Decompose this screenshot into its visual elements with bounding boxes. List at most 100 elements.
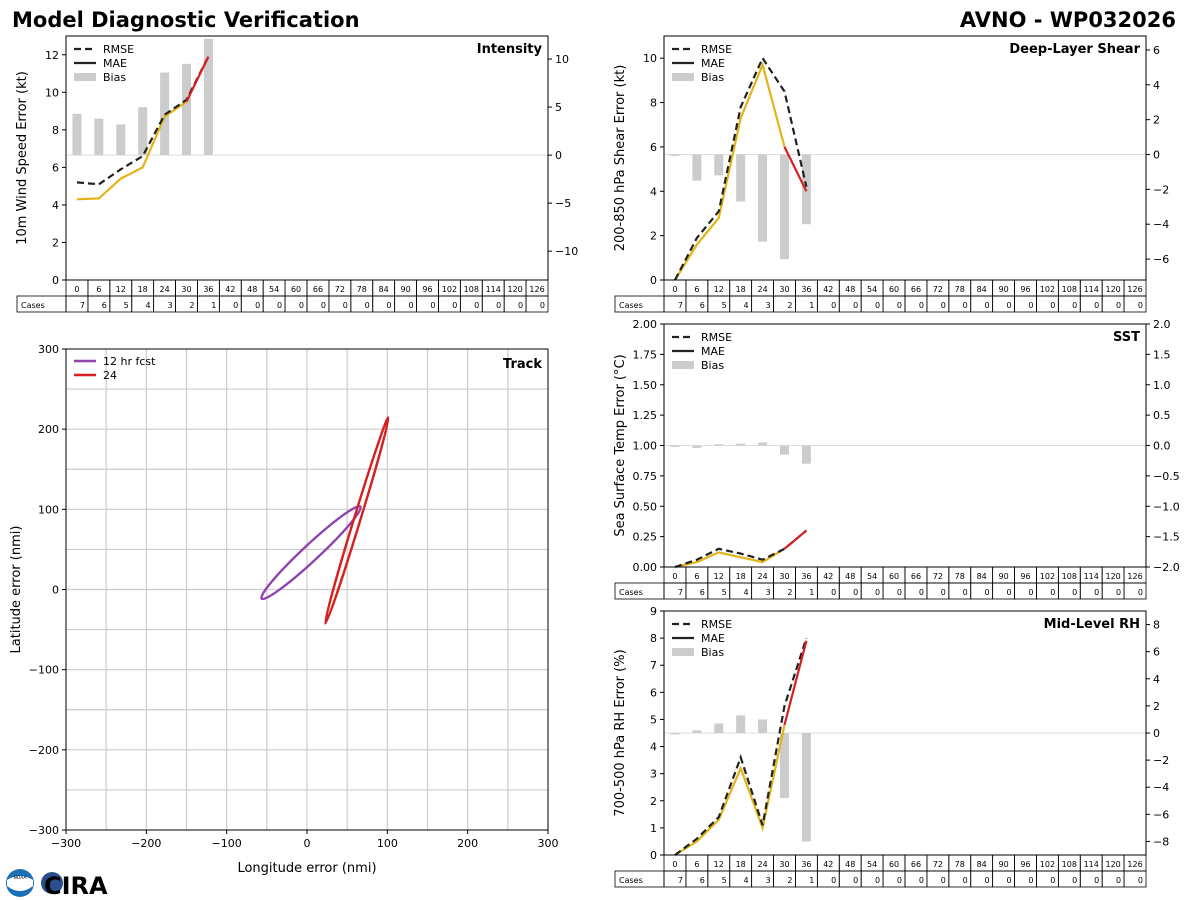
shear-rmse-line xyxy=(674,55,808,281)
cases-count: 0 xyxy=(985,588,990,597)
track-legend-24h-label: 24 xyxy=(103,369,117,382)
intensity-mae-line xyxy=(76,100,188,201)
legend-mae-label: MAE xyxy=(701,57,725,70)
cases-count: 0 xyxy=(897,301,902,310)
intensity-ytick-label: 10 xyxy=(45,86,59,99)
sst-y2tick-label: −2.0 xyxy=(1153,561,1180,574)
rh-ytick-label: 5 xyxy=(650,713,657,726)
hour-label: 126 xyxy=(1127,285,1142,294)
hour-label: 96 xyxy=(1020,572,1030,581)
intensity-bias-bar xyxy=(182,63,191,156)
sst-ytick-label: 0.25 xyxy=(633,531,658,544)
sst-panel: 0.000.250.500.751.001.251.501.752.00Sea … xyxy=(613,318,1180,600)
cases-count: 7 xyxy=(80,301,85,310)
hour-label: 66 xyxy=(911,572,921,581)
rh-bias-bar xyxy=(670,733,680,735)
intensity-y2tick-label: −5 xyxy=(555,197,571,210)
rh-y2tick-label: 2 xyxy=(1153,700,1160,713)
shear-bias-bar xyxy=(692,154,702,181)
track-xtick-label: −300 xyxy=(51,837,81,850)
track-ellipse-12h xyxy=(260,505,362,601)
rh-title: Mid-Level RH xyxy=(1044,617,1140,632)
cases-count: 2 xyxy=(787,876,792,885)
track-xtick-label: 300 xyxy=(538,837,559,850)
cases-count: 0 xyxy=(1116,876,1121,885)
hour-label: 66 xyxy=(313,285,323,294)
cases-count: 0 xyxy=(875,588,880,597)
cases-count: 4 xyxy=(146,301,151,310)
rh-ylabel: 700-500 hPa RH Error (%) xyxy=(613,649,628,816)
sst-ytick-label: 2.00 xyxy=(633,318,658,331)
rh-latest-segment xyxy=(783,640,808,726)
track-legend-12h-label: 12 hr fcst xyxy=(103,355,156,368)
page-title: Model Diagnostic Verification xyxy=(12,8,360,32)
hour-label: 60 xyxy=(889,572,899,581)
intensity-bias-bar xyxy=(203,38,213,156)
cases-header-label: Cases xyxy=(619,876,643,885)
hour-label: 60 xyxy=(291,285,301,294)
track-ytick-label: −300 xyxy=(29,824,59,837)
cases-count: 6 xyxy=(700,876,705,885)
sst-y2tick-label: −1.5 xyxy=(1153,531,1180,544)
sst-ytick-label: 1.50 xyxy=(633,379,658,392)
shear-y2tick-label: 4 xyxy=(1153,79,1160,92)
rh-rmse-line xyxy=(674,637,808,856)
hour-label: 48 xyxy=(845,860,855,869)
shear-bias-bar xyxy=(736,154,746,202)
shear-ytick-label: 6 xyxy=(650,141,657,154)
sst-ytick-label: 0.50 xyxy=(633,500,658,513)
sst-bias-bar xyxy=(692,445,702,448)
sst-ytick-label: 1.25 xyxy=(633,409,658,422)
rh-ytick-label: 2 xyxy=(650,795,657,808)
cases-count: 0 xyxy=(941,876,946,885)
rh-ytick-label: 4 xyxy=(650,741,657,754)
rh-y2tick-label: 0 xyxy=(1153,727,1160,740)
sst-bias-bar xyxy=(670,445,680,447)
hour-label: 42 xyxy=(823,572,833,581)
cases-count: 0 xyxy=(941,588,946,597)
hour-label: 18 xyxy=(736,285,746,294)
intensity-latest-segment xyxy=(185,56,210,103)
hour-label: 102 xyxy=(1040,860,1055,869)
hour-label: 84 xyxy=(379,285,389,294)
legend-bias-swatch xyxy=(672,361,694,369)
hour-label: 24 xyxy=(757,572,767,581)
cases-count: 0 xyxy=(1116,588,1121,597)
sst-ytick-label: 0.75 xyxy=(633,470,658,483)
intensity-ytick-label: 4 xyxy=(52,199,59,212)
sst-ytick-label: 0.00 xyxy=(633,561,658,574)
hour-label: 36 xyxy=(801,572,811,581)
legend-bias-swatch xyxy=(672,73,694,81)
shear-y2tick-label: −6 xyxy=(1153,253,1169,266)
hour-label: 54 xyxy=(867,285,877,294)
rh-y2tick-label: −8 xyxy=(1153,835,1169,848)
rh-ytick-label: 9 xyxy=(650,605,657,618)
hour-label: 6 xyxy=(694,860,699,869)
track-xtick-label: −100 xyxy=(212,837,242,850)
cases-count: 0 xyxy=(496,301,501,310)
intensity-y2tick-label: 5 xyxy=(555,101,562,114)
shear-ytick-label: 4 xyxy=(650,185,657,198)
hour-label: 102 xyxy=(1040,572,1055,581)
hour-label: 84 xyxy=(977,285,987,294)
cases-count: 0 xyxy=(299,301,304,310)
cases-count: 3 xyxy=(765,876,770,885)
track-ytick-label: −200 xyxy=(29,744,59,757)
intensity-bias-bar xyxy=(94,118,104,156)
hour-label: 12 xyxy=(714,860,724,869)
legend-mae-label: MAE xyxy=(701,345,725,358)
cases-count: 0 xyxy=(985,876,990,885)
hour-label: 42 xyxy=(823,860,833,869)
cases-count: 0 xyxy=(963,301,968,310)
hour-label: 48 xyxy=(845,572,855,581)
noaa-logo-wave xyxy=(7,876,33,891)
shear-ylabel: 200-850 hPa Shear Error (kt) xyxy=(613,65,628,252)
hour-label: 108 xyxy=(464,285,479,294)
noaa-logo-text: NOAA xyxy=(13,875,27,881)
hour-label: 96 xyxy=(422,285,432,294)
intensity-ytick-label: 6 xyxy=(52,161,59,174)
cases-count: 0 xyxy=(1050,588,1055,597)
